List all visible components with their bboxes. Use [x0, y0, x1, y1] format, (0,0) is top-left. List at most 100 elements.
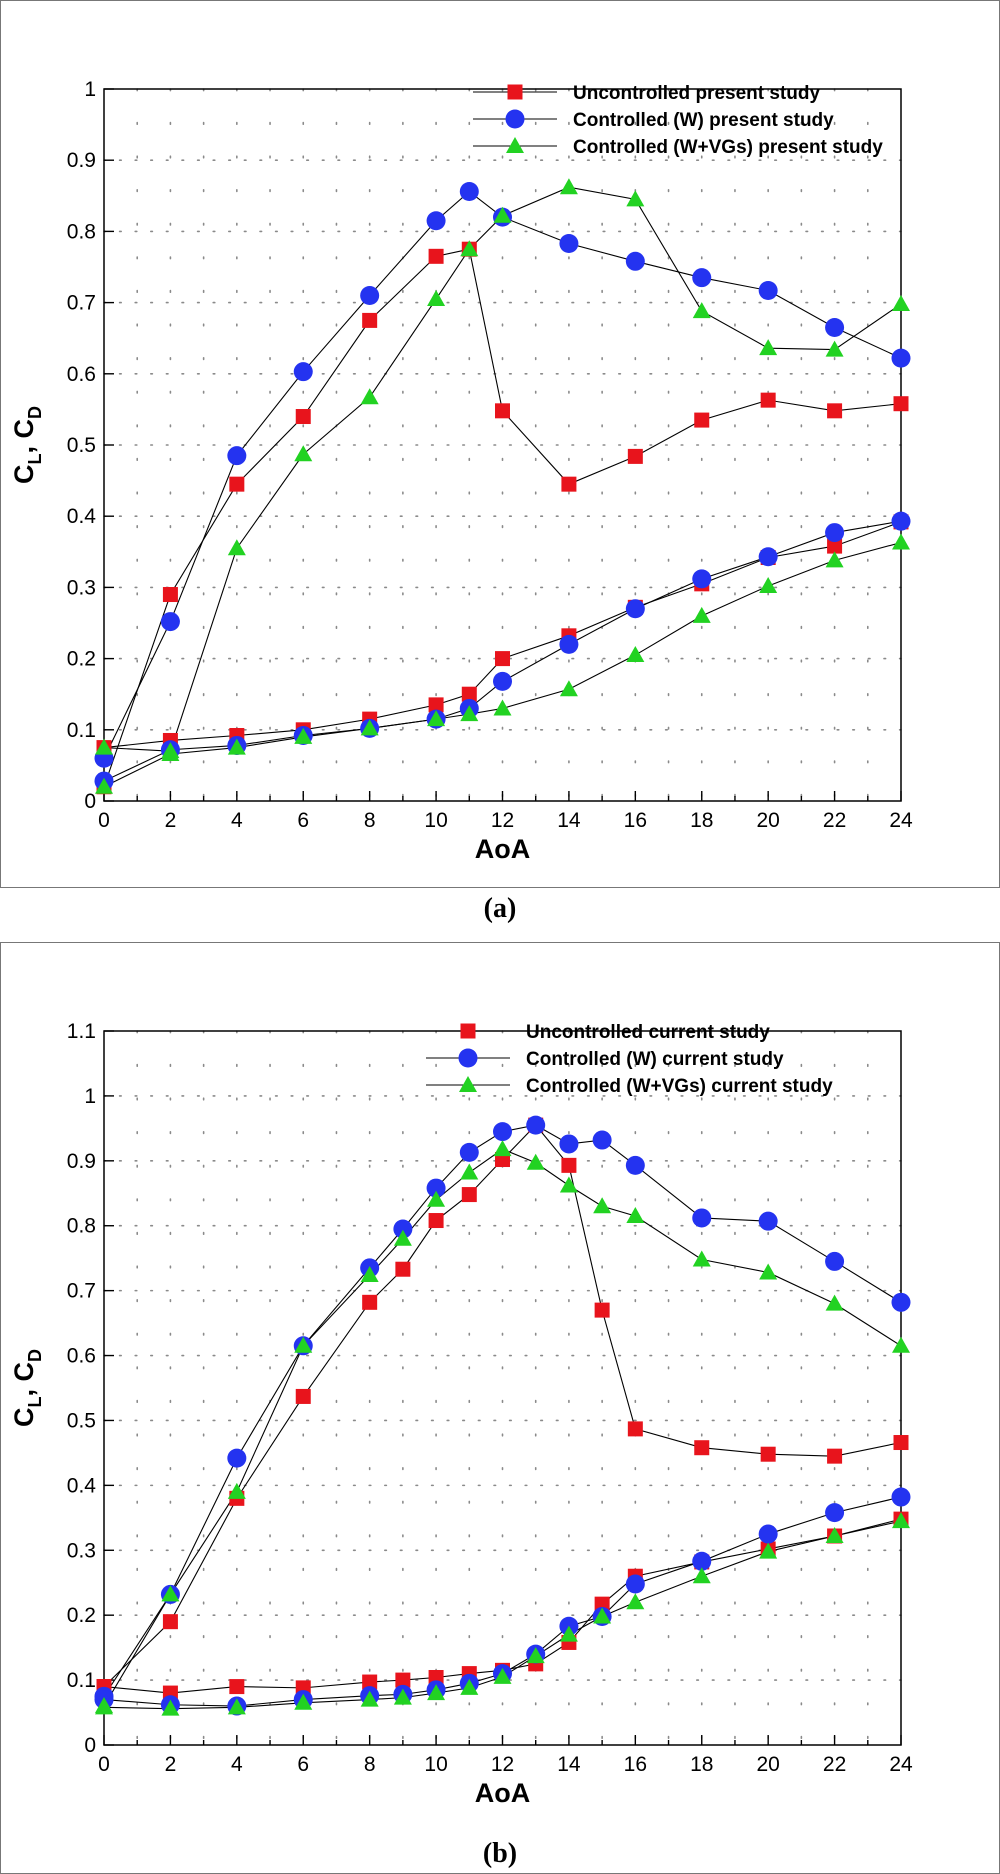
series-1-lift-line	[103, 1124, 902, 1697]
legend: Uncontrolled current study Controlled (W)…	[426, 1022, 833, 1097]
series-2-drag-point	[161, 745, 180, 762]
series-2-drag-point	[692, 606, 711, 623]
series-0-drag-point	[362, 1674, 378, 1690]
series-2-lift-point	[161, 1585, 180, 1602]
series-2-lift-point	[460, 240, 479, 257]
series-1-lift-point	[227, 446, 247, 466]
x-tick-label: 20	[756, 809, 779, 832]
series-0-drag-point	[428, 697, 444, 713]
series-2-lift-point	[460, 1163, 479, 1180]
series-2-lift-point	[95, 738, 113, 755]
y-tick-label: 0.4	[67, 1474, 97, 1497]
x-axis-title: AoA	[475, 1778, 531, 1808]
x-tick-label: 12	[491, 1753, 514, 1776]
series-1-lift-point	[559, 234, 579, 254]
series-1-lift-line	[103, 190, 902, 759]
legend-label: Uncontrolled current study	[526, 1022, 770, 1043]
series-2-drag-point	[360, 1690, 379, 1707]
series-1-lift-point	[625, 1155, 645, 1175]
series-1-drag-point	[891, 1487, 911, 1507]
series-1-lift-point	[559, 1134, 579, 1154]
series-0-lift-point	[694, 1440, 710, 1456]
x-tick-label: 6	[297, 1753, 309, 1776]
panel-a: 0 2 4 6 8 10 12 14 16 18 20 22 24 0 0.1 0.2 0.3 0.4 0.5 0.6…	[0, 0, 1000, 888]
series-0-drag-point	[827, 538, 843, 554]
series-2-drag-point	[161, 1699, 180, 1716]
legend-marker	[460, 1023, 476, 1039]
series-2-drag-point	[294, 727, 313, 744]
y-tick-label: 0.4	[67, 505, 97, 528]
x-tick-label: 2	[165, 1753, 177, 1776]
series-2-lift-point	[559, 1176, 578, 1193]
series-0-drag-point	[495, 651, 510, 667]
y-tick-label: 0.8	[67, 220, 96, 243]
y-tick-label: 0	[84, 790, 96, 813]
x-tick-label: 0	[98, 809, 110, 832]
x-tick-label: 8	[364, 809, 376, 832]
series-1-drag-point	[559, 634, 579, 654]
series-0-lift-point	[229, 476, 245, 492]
series-0-lift-point	[295, 409, 311, 425]
y-tick-label: 0.6	[67, 1345, 96, 1368]
x-tick-label: 14	[557, 1753, 581, 1776]
x-tick-label: 6	[297, 809, 309, 832]
series-2-drag-point	[427, 710, 446, 727]
y-tick-label: 0.9	[67, 149, 96, 172]
series-1-lift-point	[692, 1208, 712, 1228]
series-0-lift-point	[760, 392, 776, 408]
x-tick-label: 18	[690, 809, 713, 832]
series-1-drag-point	[692, 1551, 712, 1571]
series-1-drag-point	[493, 671, 512, 691]
series-0-lift-point	[627, 1421, 643, 1437]
x-tick-label: 22	[823, 809, 846, 832]
y-tick-label: 0.7	[67, 1280, 96, 1303]
series-2-lift-point	[692, 302, 711, 319]
legend: Uncontrolled present study Controlled (W)…	[473, 83, 883, 158]
x-tick-label: 4	[231, 809, 243, 832]
series-2-drag-point	[692, 1567, 711, 1584]
y-tick-label: 0.1	[67, 1669, 96, 1692]
y-tick-label: 0.8	[67, 1215, 96, 1238]
series-2-drag-point	[493, 1667, 512, 1684]
legend-label: Uncontrolled present study	[573, 83, 820, 104]
series-0-lift-point	[561, 1157, 577, 1173]
legend-label: Controlled (W+VGs) present study	[573, 137, 883, 158]
series-1-lift-point	[825, 1251, 845, 1271]
series-2-drag-point	[559, 680, 578, 697]
chart-b-svg: 0 2 4 6 8 10 12 14 16 18 20 22 2400.10.20.30.40.50.6…	[9, 1020, 913, 1808]
x-tick-label: 12	[491, 809, 514, 832]
series-2-drag-point	[626, 1593, 645, 1610]
series-0-drag-point	[461, 686, 477, 702]
y-tick-label: 0.1	[67, 719, 96, 742]
panel-b-caption: (b)	[482, 1838, 518, 1869]
legend-marker	[458, 1048, 478, 1068]
series-0-lift-point	[362, 312, 378, 328]
series-2-drag-point	[526, 1647, 545, 1664]
y-tick-label: 0.2	[67, 1604, 96, 1627]
series-0-lift-point	[694, 412, 710, 428]
series-1-lift-point	[891, 1292, 911, 1312]
series-1-drag-line	[103, 520, 902, 782]
series-2-drag-point	[95, 1698, 113, 1715]
series-0-lift-point	[893, 396, 909, 412]
series-0-lift-point	[428, 1213, 444, 1229]
series-1-lift-point	[825, 318, 845, 338]
y-tick-label: 0.3	[67, 1539, 96, 1562]
series-2-lift-point	[892, 1336, 910, 1353]
series-1-drag-point	[692, 569, 712, 589]
series-0-lift-point	[893, 1435, 909, 1451]
series-1-lift-markers	[94, 1115, 911, 1706]
ticks	[103, 1030, 902, 1746]
series-1-lift-point	[426, 1178, 446, 1198]
series-2-lift-point	[825, 340, 844, 357]
series-2-drag-point	[227, 738, 246, 755]
grid	[103, 88, 902, 802]
series-2-drag-point	[825, 551, 844, 568]
legend-marker	[507, 84, 523, 100]
series-1-lift-point	[459, 182, 479, 202]
series-2-drag-point	[493, 699, 512, 716]
series-1-lift-point	[891, 348, 911, 368]
series-2-drag-point	[460, 1678, 479, 1695]
series-2-lift-point	[427, 290, 446, 307]
x-tick-label: 4	[231, 1753, 243, 1776]
